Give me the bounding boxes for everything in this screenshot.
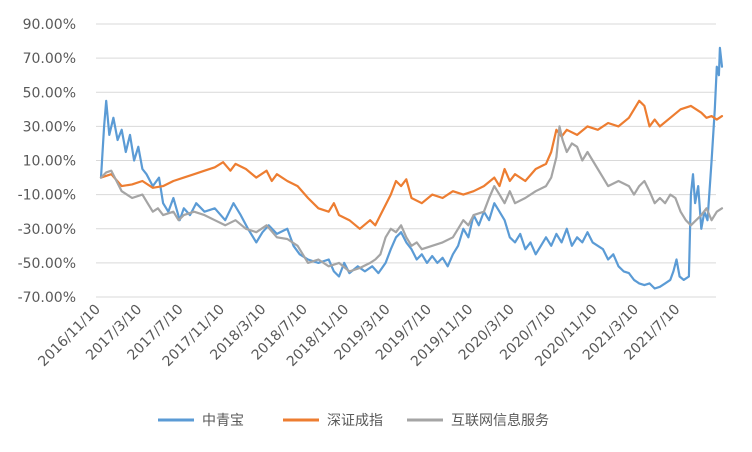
gridlines xyxy=(96,23,716,298)
series-line-3 xyxy=(99,125,724,273)
y-tick-label: 30.00% xyxy=(23,119,76,135)
y-tick-label: -50.00% xyxy=(18,256,76,272)
y-tick-label: 10.00% xyxy=(23,154,76,170)
legend: 中青宝 深证成指 互联网信息服务 xyxy=(158,412,549,429)
series-lines xyxy=(99,46,724,290)
legend-label: 中青宝 xyxy=(202,413,244,429)
y-tick-label: -30.00% xyxy=(18,222,76,238)
legend-label: 深证成指 xyxy=(327,413,383,429)
y-tick-label: -70.00% xyxy=(18,290,76,306)
y-tick-label: -10.00% xyxy=(18,188,76,204)
series-line-1 xyxy=(99,46,724,290)
y-tick-label: 70.00% xyxy=(23,51,76,67)
y-tick-label: 50.00% xyxy=(23,85,76,101)
series-line-2 xyxy=(99,99,724,230)
y-axis-ticks: -70.00% -50.00% -30.00% -10.00% 10.00% 30.00%… xyxy=(18,17,76,306)
y-tick-label: 90.00% xyxy=(23,17,76,33)
legend-label: 互联网信息服务 xyxy=(451,412,549,429)
x-axis-ticks: 2016/11/102017/3/102017/7/102017/11/1020… xyxy=(35,302,683,370)
